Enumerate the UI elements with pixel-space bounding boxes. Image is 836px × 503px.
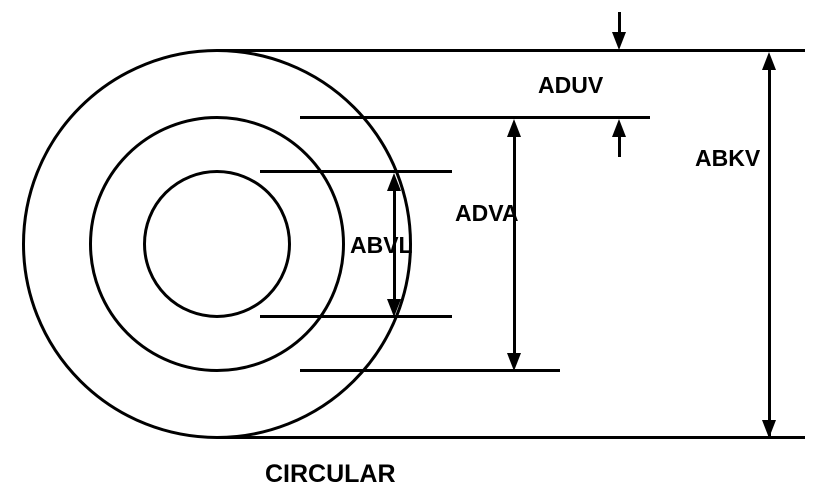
caption: CIRCULAR [265,460,396,489]
adva-arrow-up [507,119,521,137]
aduv-label: ADUV [538,72,603,99]
abkv-arrow-up [762,52,776,70]
ext-inner-bottom [260,315,452,318]
inner-circle [143,170,291,318]
abkv-label: ABKV [695,145,760,172]
ext-middle-top [300,116,650,119]
aduv-arrow-top [612,32,626,50]
diagram-canvas: ABKV ADUV ADVA ABVL CIRCULAR [0,0,836,503]
adva-arrow-down [507,353,521,371]
ext-inner-top [260,170,452,173]
abvl-label: ABVL [350,232,413,259]
abkv-line [768,66,771,438]
ext-outer-top [217,49,805,52]
abvl-arrow-down [387,299,401,317]
aduv-bot-stem [618,135,621,157]
ext-outer-bottom [217,436,805,439]
abkv-arrow-down [762,420,776,438]
ext-middle-bottom [300,369,560,372]
adva-line [513,134,516,354]
adva-label: ADVA [455,200,518,227]
abvl-arrow-up [387,173,401,191]
aduv-top-stem [618,12,621,34]
